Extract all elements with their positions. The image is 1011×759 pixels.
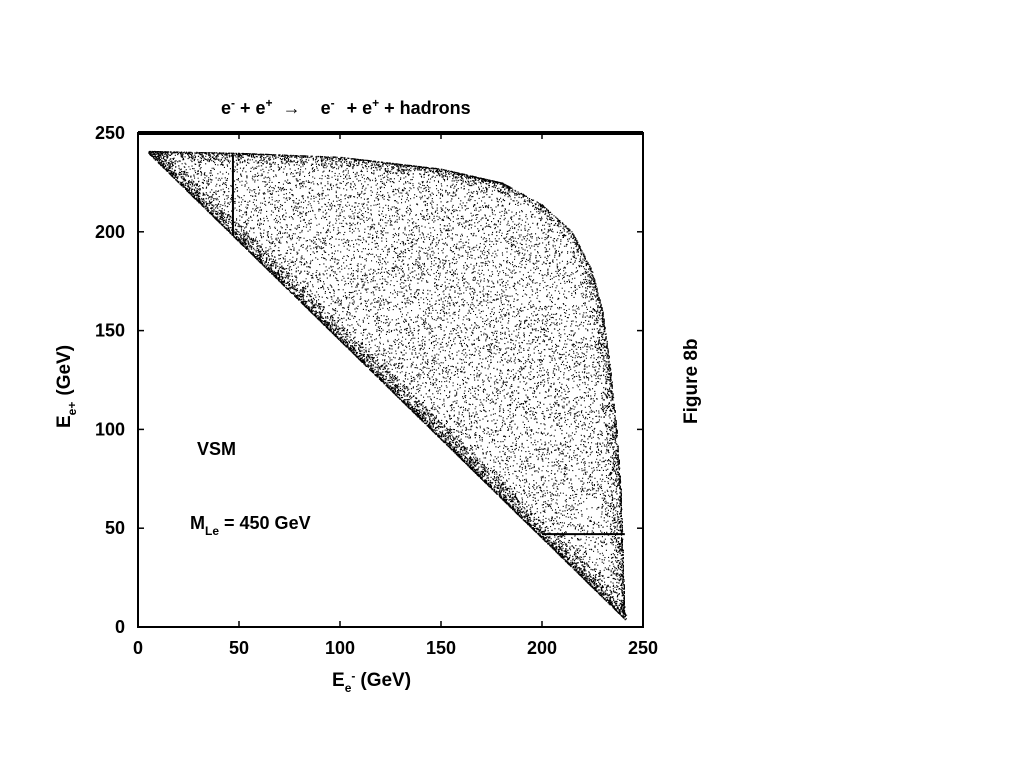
x-axis-ticks: 0 50 100 150 200 250 [133, 133, 658, 658]
chart-title: e- + e+ → e- + e+ + hadrons [221, 96, 471, 118]
title-rest: + hadrons [384, 98, 471, 118]
reference-lines [231, 154, 625, 536]
annotation-mass: MLe = 450 GeV [190, 513, 311, 538]
x-tick-label: 200 [527, 638, 557, 658]
annotation-model: VSM [197, 439, 236, 459]
x-tick-label: 50 [229, 638, 249, 658]
ylabel-sub: e+ [65, 402, 79, 416]
title-e3-sup: - [331, 96, 335, 110]
y-tick-label: 100 [95, 419, 125, 439]
xlabel-sub: e [345, 681, 352, 695]
y-tick-label: 200 [95, 222, 125, 242]
x-axis-label: Ee- (GeV) [332, 669, 411, 695]
title-arrow: → [283, 98, 301, 118]
y-tick-label: 250 [95, 123, 125, 143]
y-axis-ticks: 0 50 100 150 200 250 [95, 123, 643, 637]
x-tick-label: 100 [325, 638, 355, 658]
title-e4: e [362, 98, 372, 118]
title-e4-sup: + [372, 96, 379, 110]
title-plus2: + [347, 98, 358, 118]
xlabel-sup: - [351, 669, 355, 683]
title-e2: e [256, 98, 266, 118]
ylabel-unit: (GeV) [54, 345, 75, 396]
y-tick-label: 50 [105, 518, 125, 538]
edge-points [148, 150, 626, 621]
mass-value: = 450 GeV [224, 513, 311, 533]
y-tick-label: 150 [95, 321, 125, 341]
ylabel-main: E [54, 415, 75, 428]
xlabel-main: E [332, 670, 345, 691]
y-tick-label: 0 [115, 617, 125, 637]
title-e2-sup: + [266, 96, 273, 110]
edge-dots [148, 150, 626, 621]
x-tick-label: 250 [628, 638, 658, 658]
mass-sub: Le [205, 524, 219, 538]
title-e1-sup: - [231, 96, 235, 110]
x-tick-label: 150 [426, 638, 456, 658]
title-e3: e [321, 98, 331, 118]
xlabel-unit: (GeV) [360, 670, 411, 691]
mass-main: M [190, 513, 205, 533]
title-plus1: + [240, 98, 251, 118]
x-tick-label: 0 [133, 638, 143, 658]
title-e1: e [221, 98, 231, 118]
y-axis-label: Ee+ (GeV) [54, 345, 79, 428]
figure-label: Figure 8b [681, 338, 702, 424]
